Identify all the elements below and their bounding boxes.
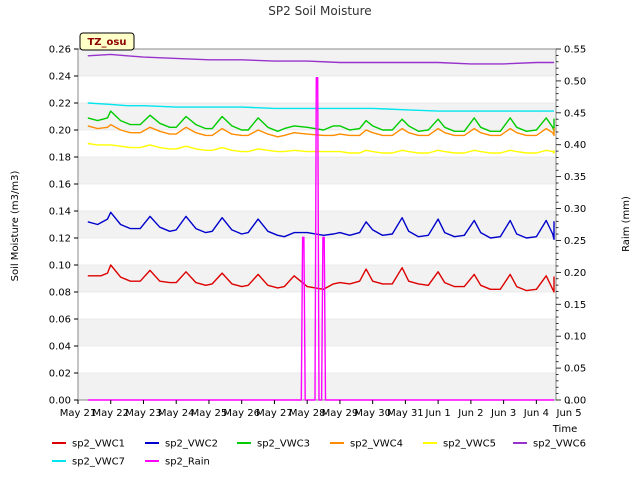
y-tick-label: 0.00 — [49, 396, 71, 407]
y-tick-label: 0.10 — [49, 261, 71, 272]
series-line-sp2_VWC2 — [87, 211, 555, 241]
x-tick-label: Jun 3 — [490, 408, 516, 419]
series-line-sp2_VWC4 — [87, 123, 555, 138]
x-tick-label: May 24 — [158, 408, 195, 419]
y2-axis-title: Raim (mm) — [621, 196, 632, 252]
x-axis-title: Time — [552, 424, 577, 435]
chart-title: SP2 Soil Moisture — [268, 4, 371, 18]
y2-tick-label: 0.40 — [564, 140, 586, 151]
legend-label-sp2_VWC2: sp2_VWC2 — [165, 439, 218, 450]
x-tick-label: May 25 — [191, 408, 228, 419]
plot-band — [78, 49, 556, 76]
x-tick-label: May 23 — [125, 408, 162, 419]
y2-tick-label: 0.25 — [564, 236, 586, 247]
y-tick-label: 0.20 — [49, 126, 71, 137]
series-line-sp2_VWC6 — [87, 53, 554, 65]
plot-band — [78, 373, 556, 400]
y2-axis-ticks: 0.00 0.05 0.10 0.15 0.20 0.25 0.30 0.35 0.40 0.45… — [556, 45, 586, 407]
y2-tick-label: 0.45 — [564, 108, 586, 119]
plot-band — [78, 319, 556, 346]
series-line-sp2_VWC3 — [87, 110, 555, 133]
y-tick-label: 0.18 — [49, 153, 71, 164]
legend-label-sp2_VWC3: sp2_VWC3 — [257, 439, 310, 450]
y-tick-label: 0.06 — [49, 315, 71, 326]
x-tick-label: May 31 — [387, 408, 424, 419]
y2-tick-label: 0.20 — [564, 268, 586, 279]
y-axis-title: Soil Moisture (m3/m3) — [10, 171, 21, 282]
tz-badge-box — [79, 32, 135, 51]
tz-badge-label: TZ_osu — [87, 37, 126, 48]
y-tick-label: 0.16 — [49, 180, 71, 191]
x-tick-label: May 27 — [256, 408, 293, 419]
tz-badge: TZ_osu — [79, 32, 135, 51]
legend-label-sp2_VWC7: sp2_VWC7 — [72, 457, 125, 468]
y-tick-label: 0.26 — [49, 45, 71, 56]
series-line-sp2_VWC7 — [87, 102, 554, 112]
plot-band — [78, 157, 556, 184]
y2-tick-label: 0.35 — [564, 172, 586, 183]
y2-tick-label: 0.00 — [564, 396, 586, 407]
y-tick-label: 0.24 — [49, 72, 71, 83]
y-tick-label: 0.12 — [49, 234, 71, 245]
plot-bands — [78, 49, 556, 400]
y-tick-label: 0.02 — [49, 369, 71, 380]
legend-label-sp2_Rain: sp2_Rain — [165, 457, 210, 468]
series-line-sp2_Rain — [87, 76, 554, 401]
series-line-sp2_VWC5 — [87, 142, 555, 154]
x-tick-label: Jun 4 — [523, 408, 549, 419]
y-tick-label: 0.14 — [49, 207, 71, 218]
x-tick-label: Jun 1 — [425, 408, 451, 419]
y-axis-ticks: 0.00 0.02 0.04 0.06 0.08 0.10 0.12 0.14 0.16 0.18… — [49, 45, 78, 407]
legend-label-sp2_VWC4: sp2_VWC4 — [350, 439, 403, 450]
x-tick-label: May 21 — [60, 408, 97, 419]
x-tick-label: May 29 — [322, 408, 359, 419]
series-line-sp2_VWC1 — [87, 264, 555, 293]
x-tick-label: May 26 — [223, 408, 260, 419]
y2-tick-label: 0.50 — [564, 76, 586, 87]
y2-tick-label: 0.30 — [564, 204, 586, 215]
y2-tick-label: 0.55 — [564, 45, 586, 56]
y-tick-label: 0.08 — [49, 288, 71, 299]
y2-tick-label: 0.05 — [564, 364, 586, 375]
legend-label-sp2_VWC1: sp2_VWC1 — [72, 439, 125, 450]
x-tick-label: May 22 — [92, 408, 129, 419]
y-tick-label: 0.22 — [49, 99, 71, 110]
legend-label-sp2_VWC5: sp2_VWC5 — [443, 439, 496, 450]
y-tick-label: 0.04 — [49, 342, 71, 353]
legend-label-sp2_VWC6: sp2_VWC6 — [533, 439, 586, 450]
x-tick-label: May 30 — [354, 408, 391, 419]
series-layer — [87, 53, 555, 401]
y2-tick-label: 0.15 — [564, 300, 586, 311]
legend: sp2_VWC1 sp2_VWC2 sp2_VWC3 sp2_VWC4 sp2_VWC5… — [52, 439, 586, 468]
x-tick-label: Jun 5 — [556, 408, 582, 419]
plot-band — [78, 103, 556, 130]
y2-tick-label: 0.10 — [564, 332, 586, 343]
plot-frame — [77, 48, 557, 401]
x-tick-label: Jun 2 — [457, 408, 483, 419]
x-tick-label: May 28 — [289, 408, 326, 419]
